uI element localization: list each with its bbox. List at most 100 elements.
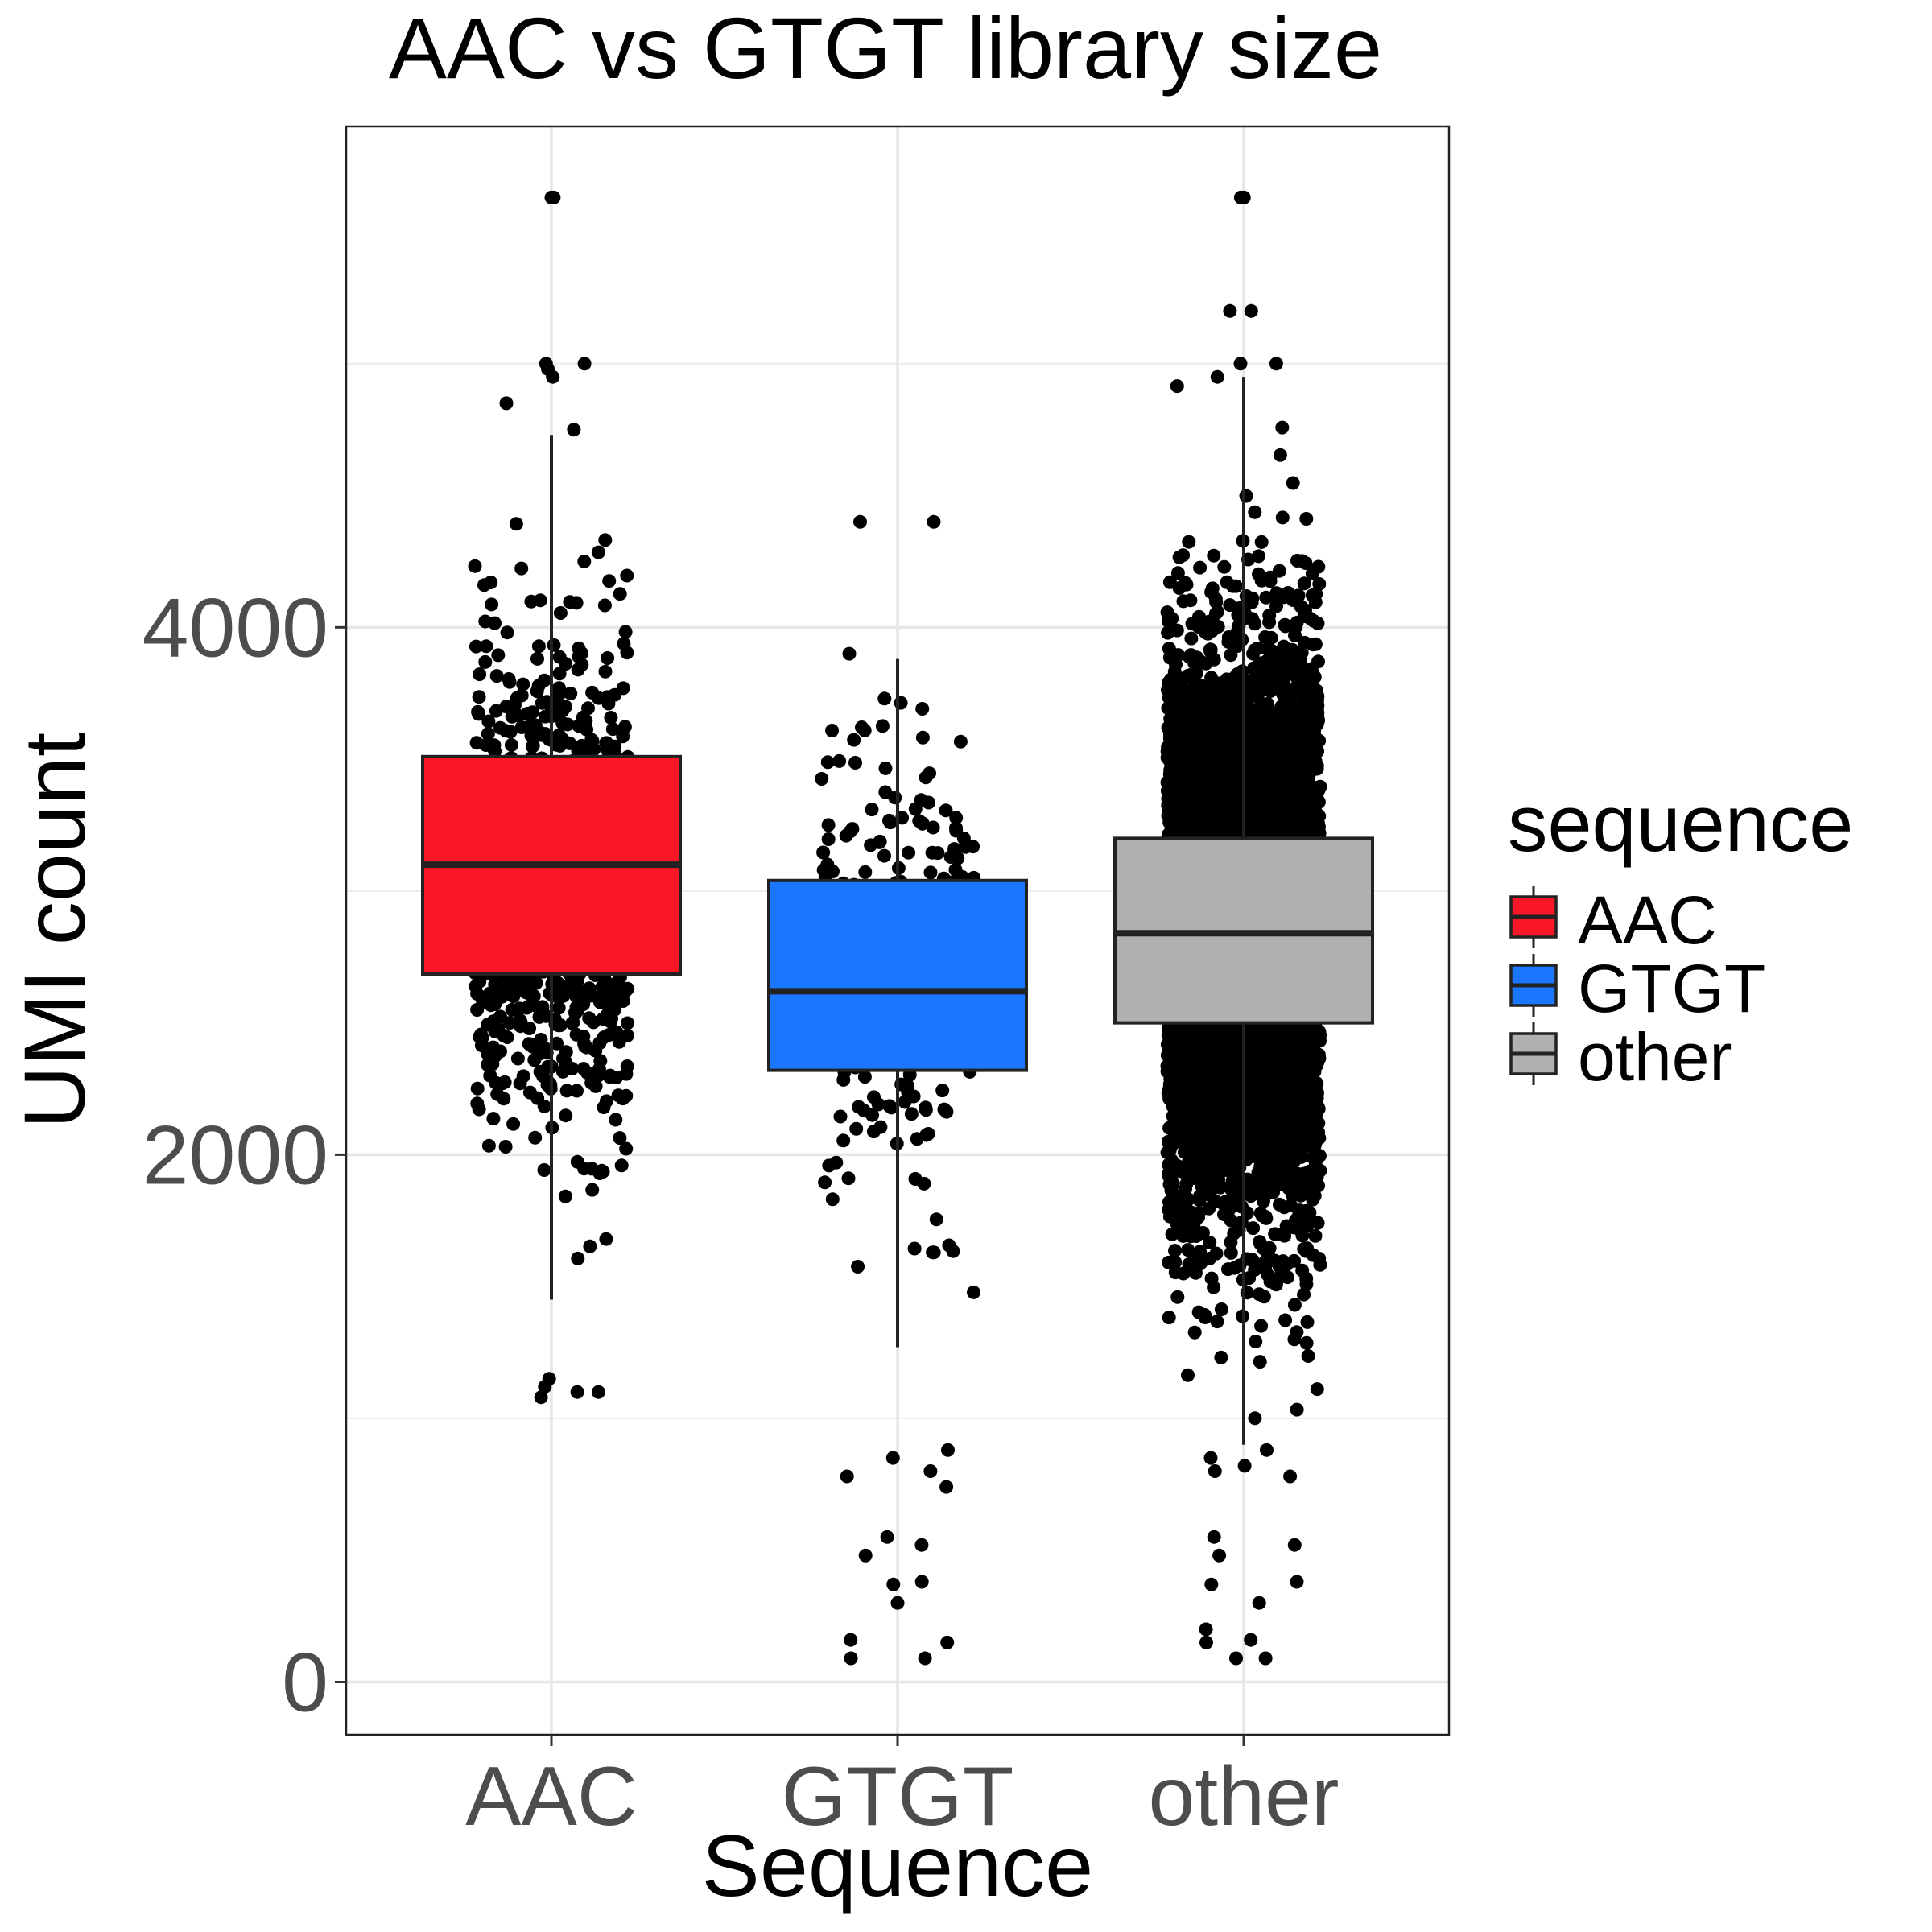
data-point bbox=[609, 1113, 623, 1127]
data-point bbox=[563, 736, 577, 750]
data-point bbox=[613, 587, 627, 601]
data-point bbox=[526, 1039, 540, 1054]
outlier-point bbox=[914, 1575, 929, 1589]
data-point bbox=[504, 738, 518, 752]
data-point bbox=[857, 1104, 871, 1118]
data-point bbox=[907, 1241, 922, 1256]
data-point bbox=[1195, 1179, 1208, 1193]
data-point bbox=[815, 772, 829, 786]
data-point bbox=[552, 667, 567, 681]
data-point bbox=[949, 811, 964, 825]
data-point bbox=[1299, 512, 1314, 526]
data-point bbox=[488, 977, 502, 992]
data-point bbox=[836, 1072, 851, 1087]
data-point bbox=[1245, 591, 1260, 605]
data-point bbox=[516, 677, 530, 691]
data-point bbox=[607, 977, 621, 992]
data-point bbox=[530, 651, 544, 666]
data-point bbox=[593, 1054, 608, 1068]
outlier-point bbox=[939, 1480, 954, 1494]
data-point bbox=[599, 1232, 613, 1246]
data-point bbox=[619, 1088, 634, 1103]
data-point bbox=[882, 1099, 897, 1113]
data-point bbox=[1207, 548, 1221, 563]
data-point bbox=[946, 1244, 960, 1258]
data-point bbox=[602, 1070, 617, 1084]
data-point bbox=[527, 1053, 542, 1067]
data-point bbox=[871, 1097, 886, 1112]
data-point bbox=[818, 1175, 832, 1190]
outlier-point bbox=[918, 1651, 932, 1666]
data-point bbox=[469, 736, 484, 750]
data-point bbox=[1273, 448, 1287, 462]
data-point bbox=[559, 700, 572, 714]
outlier-point bbox=[840, 1469, 854, 1484]
data-point bbox=[866, 1125, 881, 1139]
data-point bbox=[516, 1069, 530, 1084]
data-point bbox=[468, 559, 482, 573]
data-point bbox=[585, 685, 600, 700]
data-point bbox=[618, 625, 633, 639]
data-point bbox=[585, 1183, 600, 1197]
data-point bbox=[902, 845, 916, 860]
data-point bbox=[620, 568, 634, 583]
data-point bbox=[526, 705, 540, 720]
data-point bbox=[1297, 576, 1311, 591]
data-point bbox=[820, 755, 835, 770]
data-point bbox=[547, 638, 561, 652]
data-point bbox=[832, 753, 847, 768]
data-point bbox=[1209, 595, 1224, 609]
outlier-point bbox=[880, 1530, 894, 1544]
data-point bbox=[576, 1029, 591, 1043]
data-point bbox=[1214, 1350, 1228, 1364]
data-point bbox=[858, 865, 873, 879]
data-point bbox=[478, 654, 493, 669]
data-point bbox=[839, 828, 853, 843]
data-point bbox=[500, 625, 514, 640]
data-point bbox=[558, 1189, 572, 1203]
outlier-point bbox=[542, 1372, 556, 1386]
data-point bbox=[927, 1245, 941, 1260]
data-point bbox=[472, 1102, 486, 1117]
outlier-point bbox=[853, 514, 867, 529]
data-point bbox=[601, 651, 615, 665]
data-point bbox=[481, 727, 495, 741]
data-point bbox=[528, 1130, 543, 1145]
outlier-point bbox=[534, 1390, 548, 1405]
data-point bbox=[935, 1084, 950, 1098]
data-point bbox=[825, 724, 840, 737]
data-point bbox=[530, 684, 544, 699]
data-point bbox=[821, 818, 836, 832]
data-point bbox=[491, 648, 506, 663]
data-point bbox=[1184, 631, 1199, 646]
data-point bbox=[551, 687, 566, 702]
data-point bbox=[591, 1069, 605, 1084]
data-point bbox=[510, 691, 524, 705]
data-point bbox=[619, 1141, 634, 1156]
data-point bbox=[1275, 510, 1290, 525]
data-point bbox=[878, 761, 893, 775]
outlier-point bbox=[886, 1451, 900, 1465]
data-point bbox=[481, 1138, 496, 1153]
data-point bbox=[491, 1022, 506, 1036]
data-point bbox=[539, 727, 552, 741]
data-point bbox=[816, 845, 831, 860]
data-point bbox=[551, 1001, 566, 1015]
outlier-point bbox=[941, 1443, 955, 1457]
data-point bbox=[579, 713, 593, 728]
data-point bbox=[481, 714, 496, 729]
data-point bbox=[608, 687, 621, 702]
data-point bbox=[478, 614, 493, 629]
data-point bbox=[552, 728, 566, 742]
data-point bbox=[486, 1112, 501, 1126]
data-point bbox=[575, 738, 589, 753]
data-point bbox=[602, 1012, 616, 1026]
outlier-point bbox=[927, 514, 941, 529]
data-point bbox=[929, 1212, 943, 1227]
data-point bbox=[606, 1001, 620, 1015]
data-point bbox=[518, 974, 533, 988]
data-point bbox=[848, 756, 862, 770]
data-point bbox=[1308, 637, 1323, 651]
data-point bbox=[553, 1018, 568, 1033]
